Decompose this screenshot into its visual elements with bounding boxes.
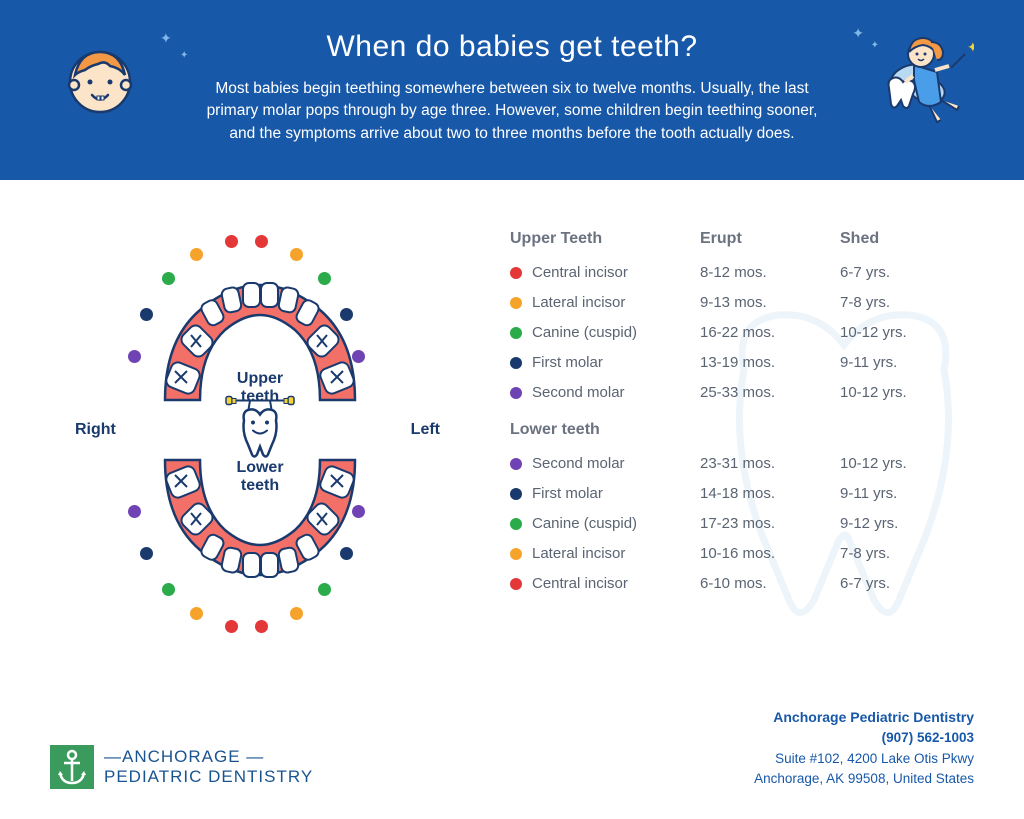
logo: —ANCHORAGE — PEDIATRIC DENTISTRY bbox=[50, 745, 313, 789]
erupt-value: 14-18 mos. bbox=[700, 485, 840, 502]
teeth-table-panel: Upper Teeth Erupt Shed Central incisor 8-… bbox=[480, 230, 984, 630]
tooth-name-label: Central incisor bbox=[532, 264, 628, 281]
tooth-name-label: Central incisor bbox=[532, 575, 628, 592]
tooth-name-label: Lateral incisor bbox=[532, 294, 625, 311]
erupt-value: 13-19 mos. bbox=[700, 354, 840, 371]
footer: —ANCHORAGE — PEDIATRIC DENTISTRY Anchora… bbox=[0, 707, 1024, 819]
lower-arch bbox=[145, 455, 375, 585]
erupt-value: 25-33 mos. bbox=[700, 384, 840, 401]
erupt-value: 9-13 mos. bbox=[700, 294, 840, 311]
diagram-dot bbox=[255, 620, 268, 633]
color-dot bbox=[510, 488, 522, 500]
tooth-row: Second molar 25-33 mos.10-12 yrs. bbox=[510, 384, 984, 401]
diagram-dot bbox=[225, 620, 238, 633]
header-banner: ✦ ✦ ✦ ✦ ✦ bbox=[0, 0, 1024, 180]
content-area: Upper teeth Right Left Lower teeth bbox=[0, 180, 1024, 640]
teeth-diagram: Upper teeth Right Left Lower teeth bbox=[100, 230, 420, 630]
shed-value: 10-12 yrs. bbox=[840, 455, 940, 472]
color-dot bbox=[510, 327, 522, 339]
diagram-dot bbox=[255, 235, 268, 248]
shed-value: 10-12 yrs. bbox=[840, 384, 940, 401]
color-dot bbox=[510, 548, 522, 560]
shed-value: 9-11 yrs. bbox=[840, 485, 940, 502]
contact-info: Anchorage Pediatric Dentistry (907) 562-… bbox=[754, 707, 974, 789]
shed-value: 7-8 yrs. bbox=[840, 294, 940, 311]
color-dot bbox=[510, 267, 522, 279]
teeth-diagram-panel: Upper teeth Right Left Lower teeth bbox=[40, 230, 480, 630]
tooth-row: Lateral incisor 9-13 mos.7-8 yrs. bbox=[510, 294, 984, 311]
color-dot bbox=[510, 297, 522, 309]
left-label: Left bbox=[411, 421, 440, 439]
right-label: Right bbox=[75, 421, 116, 439]
diagram-dot bbox=[290, 607, 303, 620]
color-dot bbox=[510, 578, 522, 590]
tooth-row: Canine (cuspid) 17-23 mos.9-12 yrs. bbox=[510, 515, 984, 532]
table-header: Upper Teeth Erupt Shed bbox=[510, 230, 984, 248]
erupt-value: 10-16 mos. bbox=[700, 545, 840, 562]
tooth-name-label: Lateral incisor bbox=[532, 545, 625, 562]
svg-text:✦: ✦ bbox=[967, 39, 974, 55]
erupt-value: 16-22 mos. bbox=[700, 324, 840, 341]
address-line-2: Anchorage, AK 99508, United States bbox=[754, 769, 974, 789]
tooth-fairy-icon: ✦ bbox=[869, 30, 974, 130]
tooth-name-label: First molar bbox=[532, 354, 603, 371]
tooth-name-label: Canine (cuspid) bbox=[532, 515, 637, 532]
color-dot bbox=[510, 518, 522, 530]
page-subtitle: Most babies begin teething somewhere bet… bbox=[202, 78, 822, 145]
lower-section-title: Lower teeth bbox=[510, 421, 984, 439]
diagram-dot bbox=[225, 235, 238, 248]
shed-value: 9-12 yrs. bbox=[840, 515, 940, 532]
shed-value: 10-12 yrs. bbox=[840, 324, 940, 341]
erupt-value: 23-31 mos. bbox=[700, 455, 840, 472]
upper-section-title: Upper Teeth bbox=[510, 230, 700, 248]
erupt-value: 8-12 mos. bbox=[700, 264, 840, 281]
shed-value: 9-11 yrs. bbox=[840, 354, 940, 371]
tooth-row: Central incisor 6-10 mos.6-7 yrs. bbox=[510, 575, 984, 592]
tooth-row: First molar 13-19 mos.9-11 yrs. bbox=[510, 354, 984, 371]
tooth-name-label: Second molar bbox=[532, 384, 625, 401]
diagram-dot bbox=[190, 248, 203, 261]
shed-value: 6-7 yrs. bbox=[840, 264, 940, 281]
baby-face-icon bbox=[60, 40, 140, 125]
shed-value: 7-8 yrs. bbox=[840, 545, 940, 562]
company-name: Anchorage Pediatric Dentistry bbox=[754, 707, 974, 728]
page-title: When do babies get teeth? bbox=[100, 30, 924, 64]
tooth-name-label: First molar bbox=[532, 485, 603, 502]
color-dot bbox=[510, 458, 522, 470]
column-shed: Shed bbox=[840, 230, 940, 248]
logo-text: —ANCHORAGE — PEDIATRIC DENTISTRY bbox=[104, 747, 313, 786]
tooth-row: Central incisor 8-12 mos.6-7 yrs. bbox=[510, 264, 984, 281]
anchor-icon bbox=[50, 745, 94, 789]
diagram-dot bbox=[128, 505, 141, 518]
tooth-row: Lateral incisor 10-16 mos.7-8 yrs. bbox=[510, 545, 984, 562]
tooth-row: Canine (cuspid) 16-22 mos.10-12 yrs. bbox=[510, 324, 984, 341]
erupt-value: 6-10 mos. bbox=[700, 575, 840, 592]
color-dot bbox=[510, 387, 522, 399]
color-dot bbox=[510, 357, 522, 369]
column-erupt: Erupt bbox=[700, 230, 840, 248]
tooth-name-label: Canine (cuspid) bbox=[532, 324, 637, 341]
tooth-row: Second molar 23-31 mos.10-12 yrs. bbox=[510, 455, 984, 472]
diagram-dot bbox=[190, 607, 203, 620]
tooth-row: First molar 14-18 mos.9-11 yrs. bbox=[510, 485, 984, 502]
shed-value: 6-7 yrs. bbox=[840, 575, 940, 592]
diagram-dot bbox=[290, 248, 303, 261]
erupt-value: 17-23 mos. bbox=[700, 515, 840, 532]
tooth-name-label: Second molar bbox=[532, 455, 625, 472]
phone-number: (907) 562-1003 bbox=[754, 728, 974, 748]
address-line-1: Suite #102, 4200 Lake Otis Pkwy bbox=[754, 749, 974, 769]
diagram-dot bbox=[128, 350, 141, 363]
